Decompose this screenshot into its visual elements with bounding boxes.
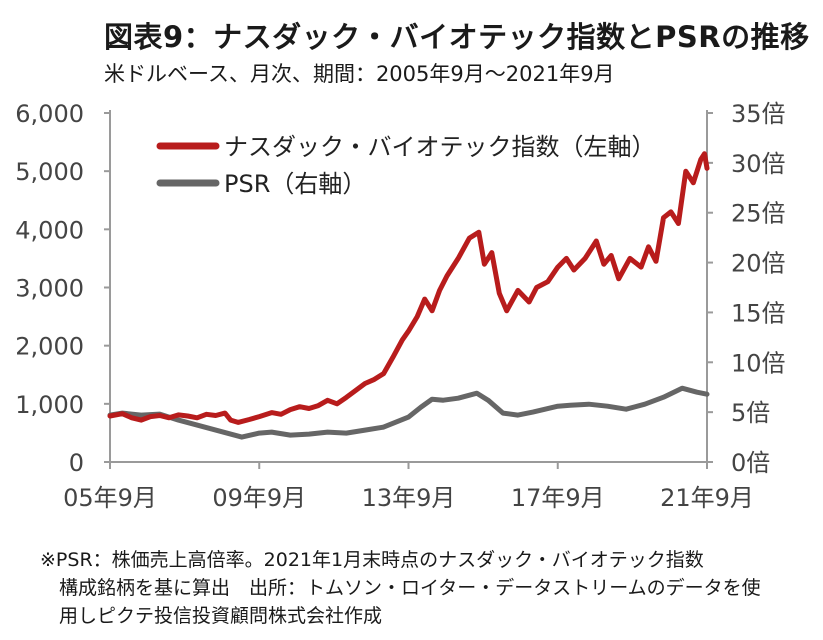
series-line-psr (107, 385, 710, 440)
x-tick-label: 09年9月 (212, 484, 306, 512)
chart-subtitle: 米ドルベース、月次、期間：2005年9月～2021年9月 (104, 62, 615, 86)
chart-axes: 0 1,000 2,000 3,000 4,000 5,000 6,000 0倍 5倍 10倍 15… (15, 100, 785, 512)
legend-label: PSR（右軸） (224, 170, 366, 198)
y-left-tick-label: 0 (69, 449, 84, 477)
footnote-line-2: 構成銘柄を基に算出 出所：トムソン・ロイター・データストリームのデータを使 (59, 577, 761, 599)
footnote-line-3: 用しピクテ投信投資顧問株式会社作成 (59, 605, 383, 627)
y-right-tick-label: 25倍 (731, 200, 786, 228)
y-left-tick-label: 3,000 (15, 275, 84, 303)
chart-series (107, 151, 710, 440)
y-left-tick-label: 6,000 (15, 100, 84, 128)
y-right-tick-label: 15倍 (731, 299, 786, 327)
y-left-tick-label: 2,000 (15, 333, 84, 361)
x-tick-label: 05年9月 (63, 484, 157, 512)
y-right-tick-label: 10倍 (731, 349, 786, 377)
chart-svg: 0 1,000 2,000 3,000 4,000 5,000 6,000 0倍 5倍 10倍 15… (15, 100, 785, 512)
x-tick-label: 21年9月 (660, 484, 754, 512)
footnote: ※PSR：株価売上高倍率。2021年1月末時点のナスダック・バイオテック指数 構… (40, 546, 810, 630)
y-right-tick-label: 5倍 (731, 399, 770, 427)
y-left-tick-label: 5,000 (15, 158, 84, 186)
x-tick-label: 17年9月 (511, 484, 605, 512)
series-line-index (107, 151, 710, 425)
chart-title: 図表9：ナスダック・バイオテック指数とPSRの推移 (104, 20, 810, 54)
chart-legend: ナスダック・バイオテック指数（左軸） PSR（右軸） (156, 133, 656, 198)
y-right-tick-label: 30倍 (731, 150, 786, 178)
y-left-tick-label: 4,000 (15, 216, 84, 244)
y-left-tick-label: 1,000 (15, 391, 84, 419)
y-right-tick-label: 20倍 (731, 250, 786, 278)
y-right-tick-label: 0倍 (731, 449, 770, 477)
x-tick-label: 13年9月 (362, 484, 456, 512)
footnote-line-1: ※PSR：株価売上高倍率。2021年1月末時点のナスダック・バイオテック指数 (40, 549, 704, 571)
legend-label: ナスダック・バイオテック指数（左軸） (224, 133, 656, 161)
y-right-tick-label: 35倍 (731, 100, 786, 128)
